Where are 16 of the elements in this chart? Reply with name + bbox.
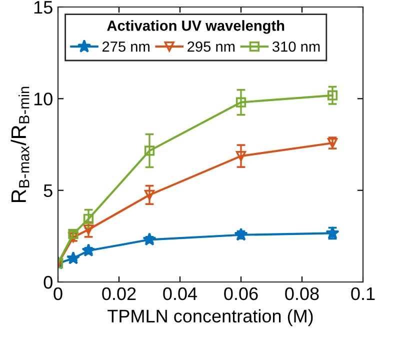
x-tick-label: 0.06 (224, 287, 258, 300)
x-axis-title: TPMLN concentration (M) (108, 309, 313, 326)
legend-label: 295 nm (188, 41, 235, 52)
x-tick-label: 0.02 (102, 287, 136, 300)
x-tick-label: 0.1 (351, 287, 375, 300)
y-tick-label: 5 (44, 184, 52, 198)
y-tick-label: 0 (44, 276, 52, 289)
x-tick-label: 0.08 (285, 287, 319, 300)
legend-label: 275 nm (102, 41, 150, 52)
legend-label: 310 nm (272, 41, 320, 52)
y-tick-label: 10 (34, 92, 52, 106)
legend-title: Activation UV wavelength (107, 20, 284, 34)
y-tick-label: 15 (34, 1, 52, 14)
x-tick-label: 0 (54, 287, 62, 300)
x-tick-label: 0.04 (163, 287, 198, 300)
y-axis-title: R$_{B-max}$/R$_{B-min}$ (10, 86, 30, 202)
